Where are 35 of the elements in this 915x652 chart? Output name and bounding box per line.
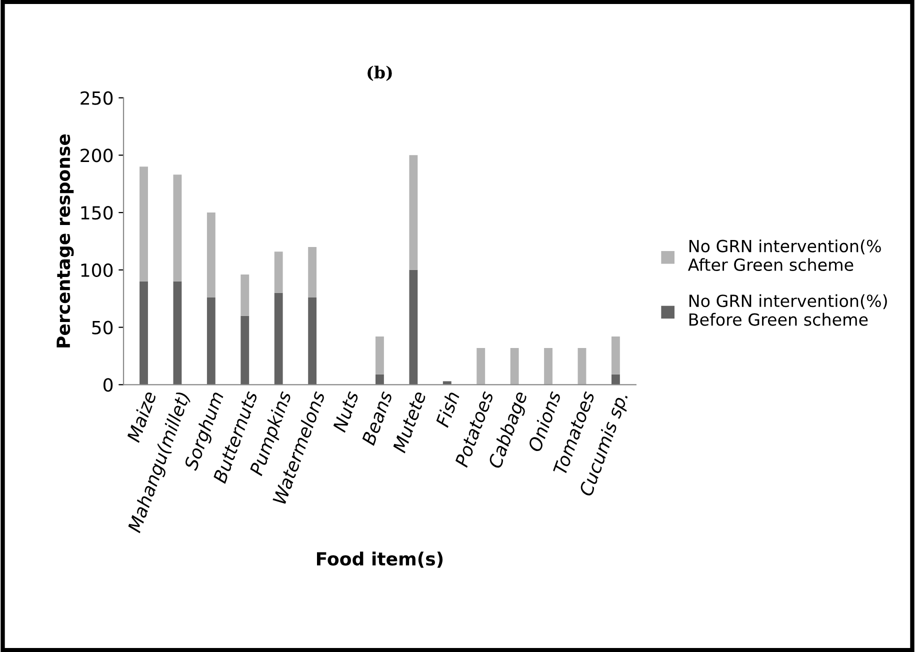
bar — [578, 348, 586, 385]
y-tick-label: 0 — [104, 378, 113, 392]
bar — [274, 252, 283, 293]
bar — [173, 281, 182, 385]
y-tick-label: 250 — [80, 91, 113, 105]
x-axis-title: Food item(s) — [317, 552, 443, 568]
bar — [376, 374, 384, 385]
bar — [274, 292, 283, 385]
bar — [510, 348, 519, 385]
bar — [611, 336, 620, 374]
bar — [140, 281, 148, 385]
bar — [476, 348, 486, 385]
bar — [140, 166, 148, 282]
bar — [376, 336, 384, 374]
bar — [173, 174, 182, 282]
y-tick-label: 50 — [92, 320, 113, 334]
y-tick-label: 200 — [80, 148, 113, 162]
bar — [206, 212, 216, 298]
y-axis-title: Percentage response — [56, 134, 74, 348]
legend-label: No GRN intervention(%) Before Green scheme — [689, 294, 887, 326]
bar — [206, 297, 216, 385]
y-tick-label: 100 — [81, 263, 113, 278]
bar — [409, 155, 418, 270]
x-tick-label: Nuts — [332, 390, 360, 433]
bar — [544, 348, 552, 385]
bar — [409, 270, 418, 385]
bar — [308, 297, 317, 385]
bar — [240, 316, 250, 385]
chart-title: (b) — [368, 66, 392, 81]
bar — [611, 374, 620, 385]
bar — [308, 246, 317, 298]
legend-label: No GRN intervention(% After Green scheme — [688, 239, 881, 272]
bar — [240, 274, 250, 316]
x-tick-label: Beans — [361, 390, 393, 446]
y-tick-label: 150 — [81, 206, 113, 220]
